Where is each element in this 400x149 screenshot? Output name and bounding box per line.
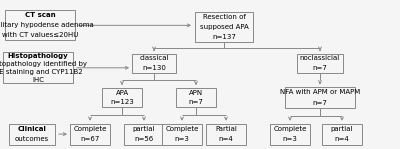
- Text: n=56: n=56: [134, 136, 154, 142]
- Text: Complete: Complete: [273, 126, 307, 132]
- Text: NFA with APM or MAPM: NFA with APM or MAPM: [280, 89, 360, 95]
- FancyBboxPatch shape: [9, 124, 55, 145]
- FancyBboxPatch shape: [124, 124, 164, 145]
- Text: with CT values≤20HU: with CT values≤20HU: [2, 32, 78, 38]
- Text: n=123: n=123: [110, 99, 134, 105]
- FancyBboxPatch shape: [285, 87, 355, 108]
- FancyBboxPatch shape: [3, 52, 73, 83]
- FancyBboxPatch shape: [176, 88, 216, 107]
- Text: noclassicial: noclassicial: [300, 55, 340, 62]
- Text: n=4: n=4: [219, 136, 233, 142]
- Text: n=4: n=4: [335, 136, 349, 142]
- FancyBboxPatch shape: [162, 124, 202, 145]
- Text: Partial: Partial: [215, 126, 237, 132]
- Text: Complete: Complete: [73, 126, 107, 132]
- Text: APN: APN: [189, 90, 203, 96]
- Text: Clinical: Clinical: [18, 126, 46, 132]
- Text: n=7: n=7: [188, 99, 204, 105]
- FancyBboxPatch shape: [195, 12, 253, 42]
- Text: histopathology identified by: histopathology identified by: [0, 61, 87, 67]
- Text: Complete: Complete: [165, 126, 199, 132]
- Text: n=7: n=7: [312, 65, 328, 71]
- Text: n=3: n=3: [174, 136, 190, 142]
- Text: APA: APA: [116, 90, 128, 96]
- Text: n=7: n=7: [312, 100, 328, 106]
- Text: n=137: n=137: [212, 34, 236, 40]
- Text: n=130: n=130: [142, 65, 166, 71]
- Text: CT scan: CT scan: [25, 12, 55, 18]
- FancyBboxPatch shape: [270, 124, 310, 145]
- Text: outcomes: outcomes: [15, 136, 49, 142]
- FancyBboxPatch shape: [297, 54, 343, 73]
- FancyBboxPatch shape: [206, 124, 246, 145]
- Text: n=3: n=3: [282, 136, 298, 142]
- Text: Resection of: Resection of: [202, 14, 246, 20]
- Text: supposed APA: supposed APA: [200, 24, 248, 30]
- FancyBboxPatch shape: [102, 88, 142, 107]
- Text: a solitary hypodense adenoma: a solitary hypodense adenoma: [0, 22, 94, 28]
- Text: partial: partial: [331, 126, 353, 132]
- FancyBboxPatch shape: [132, 54, 176, 73]
- FancyBboxPatch shape: [70, 124, 110, 145]
- Text: partial: partial: [133, 126, 155, 132]
- Text: HE staining and CYP11B2: HE staining and CYP11B2: [0, 69, 82, 75]
- FancyBboxPatch shape: [322, 124, 362, 145]
- Text: n=67: n=67: [80, 136, 100, 142]
- Text: Histopathology: Histopathology: [8, 53, 68, 59]
- Text: IHC: IHC: [32, 77, 44, 83]
- FancyBboxPatch shape: [5, 10, 75, 40]
- Text: classical: classical: [139, 55, 169, 62]
